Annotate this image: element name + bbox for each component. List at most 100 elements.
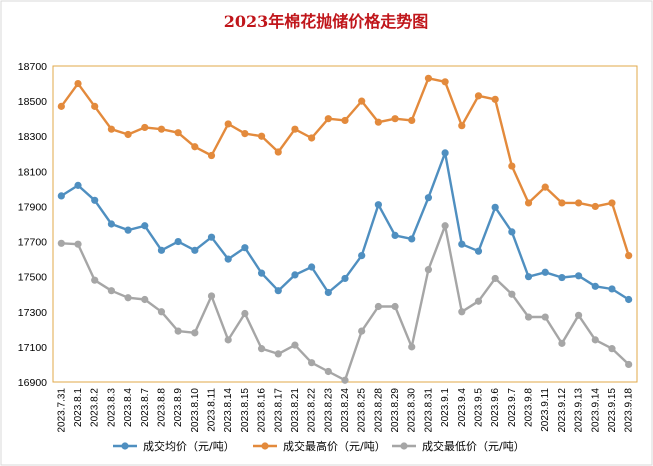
data-point (575, 199, 583, 207)
legend-label: 成交最高价（元/吨） (283, 439, 386, 453)
data-point (608, 285, 616, 293)
data-point (257, 132, 266, 140)
data-point (358, 327, 366, 335)
data-point (274, 148, 282, 156)
data-point (374, 118, 382, 126)
data-point (157, 246, 166, 254)
data-point (174, 237, 182, 246)
data-point (458, 122, 466, 130)
x-tick-label: 2023.9.7 (507, 388, 518, 427)
x-tick-label: 2023.8.29 (390, 388, 401, 433)
legend-swatch-marker (261, 442, 269, 450)
data-point (524, 273, 533, 281)
y-tick-label: 18700 (18, 61, 47, 73)
data-point (224, 120, 232, 128)
chart-title: 2023年棉花抛储价格走势图 (224, 12, 429, 31)
data-point (424, 266, 433, 274)
data-point (591, 202, 599, 211)
data-point (308, 359, 316, 367)
data-point (441, 78, 449, 86)
data-point (625, 360, 633, 369)
data-point (458, 240, 466, 248)
data-point (408, 116, 416, 125)
data-point (341, 116, 349, 125)
data-point (474, 297, 483, 305)
x-tick-label: 2023.8.31 (423, 388, 434, 433)
legend-label: 成交最低价（元/吨） (422, 439, 525, 453)
x-tick-label: 2023.8.21 (290, 388, 301, 433)
data-point (191, 143, 199, 151)
x-tick-label: 2023.9.4 (457, 388, 468, 427)
data-point (308, 263, 316, 271)
x-tick-label: 2023.8.8 (156, 388, 167, 427)
data-point (274, 350, 282, 358)
data-point (241, 129, 249, 138)
x-tick-label: 2023.8.28 (373, 388, 384, 433)
x-tick-label: 2023.8.22 (307, 388, 318, 433)
data-point (508, 228, 516, 236)
y-tick-label: 18100 (18, 166, 47, 178)
x-tick-label: 2023.9.11 (540, 388, 551, 432)
x-tick-label: 2023.8.25 (357, 388, 368, 433)
data-point (324, 115, 332, 123)
data-point (541, 313, 549, 321)
data-point (124, 226, 132, 234)
legend: 成交均价（元/吨） 成交最高价（元/吨） 成交最低价（元/吨） (113, 439, 525, 453)
data-point (207, 151, 216, 160)
x-tick-label: 2023.8.3 (106, 388, 117, 427)
data-point (608, 199, 616, 207)
y-tick-label: 18500 (18, 96, 47, 108)
x-tick-label: 2023.9.15 (607, 388, 618, 433)
x-tick-label: 2023.9.8 (524, 388, 535, 427)
data-point (207, 292, 216, 300)
data-point (458, 308, 466, 316)
data-point (575, 272, 583, 280)
data-point (608, 345, 616, 353)
x-tick-label: 2023.8.4 (123, 388, 134, 427)
legend-swatch-marker (400, 442, 408, 450)
data-point (191, 246, 199, 254)
data-point (174, 129, 182, 137)
data-point (474, 92, 483, 100)
data-point (224, 255, 232, 263)
data-point (141, 295, 149, 304)
data-point (408, 235, 416, 243)
data-point (374, 201, 382, 209)
x-tick-label: 2023.9.12 (557, 388, 568, 433)
data-point (291, 271, 299, 279)
data-point (591, 336, 599, 344)
data-point (74, 181, 82, 189)
data-point (157, 125, 166, 133)
data-point (107, 220, 115, 228)
data-point (74, 79, 82, 88)
x-tick-label: 2023.8.9 (173, 388, 184, 427)
data-point (374, 302, 382, 311)
data-point (57, 239, 65, 247)
data-point (558, 273, 566, 282)
data-point (191, 329, 199, 337)
x-tick-label: 2023.8.30 (407, 388, 418, 433)
data-point (424, 74, 433, 82)
data-point (224, 336, 232, 344)
data-point (257, 269, 266, 277)
y-tick-label: 17100 (18, 342, 47, 354)
y-tick-label: 16900 (18, 377, 47, 389)
legend-label: 成交均价（元/吨） (143, 439, 235, 453)
data-point (474, 247, 483, 255)
data-point (625, 295, 633, 304)
x-tick-label: 2023.8.23 (323, 388, 334, 433)
data-point (124, 294, 132, 302)
x-tick-label: 2023.8.7 (140, 388, 151, 427)
data-point (291, 341, 299, 349)
data-point (575, 311, 583, 319)
data-point (291, 125, 299, 133)
x-tick-label: 2023.9.13 (574, 388, 585, 433)
data-point (141, 222, 149, 230)
y-tick-label: 18300 (18, 131, 47, 143)
data-point (157, 308, 166, 316)
y-tick-label: 17500 (18, 272, 47, 284)
x-tick-label: 2023.9.6 (490, 388, 501, 427)
data-point (124, 130, 132, 139)
